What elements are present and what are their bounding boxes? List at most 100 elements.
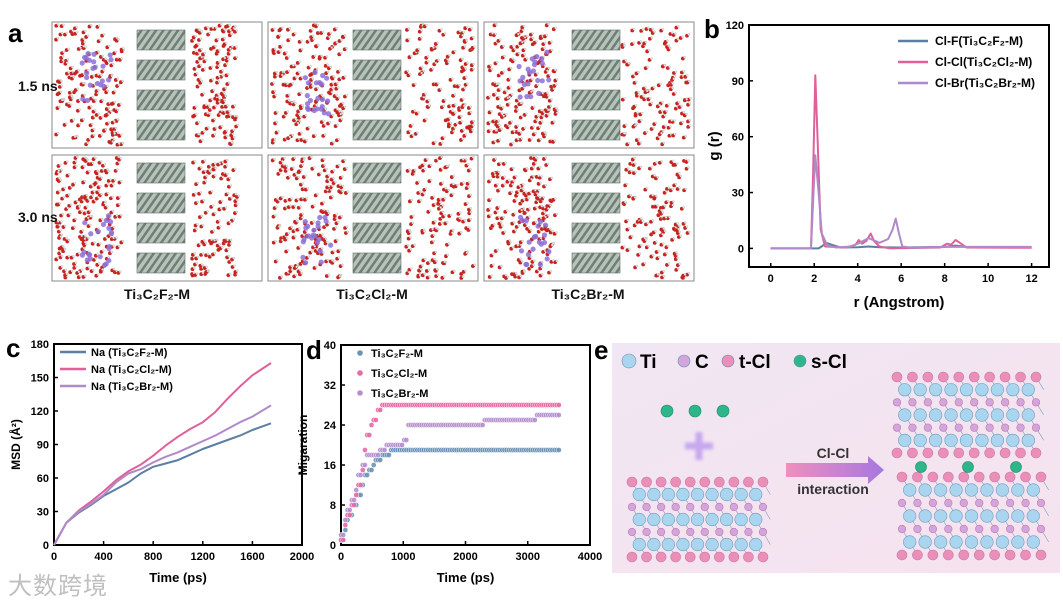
water-hydrogen [688, 230, 691, 234]
water-hydrogen [509, 66, 513, 70]
water-hydrogen [441, 204, 445, 207]
water-hydrogen [224, 94, 228, 98]
water-hydrogen [76, 200, 79, 203]
water-hydrogen [235, 29, 239, 32]
water-hydrogen [223, 92, 226, 95]
x-tick-label: 4 [855, 273, 862, 285]
water-hydrogen [286, 168, 289, 171]
water-hydrogen [215, 238, 219, 242]
water-hydrogen [97, 196, 100, 199]
ti-atom [913, 408, 927, 422]
sodium-ion [91, 59, 97, 65]
legend-marker [357, 390, 363, 396]
water-hydrogen [321, 30, 325, 34]
ti-atom [1011, 535, 1025, 549]
water-hydrogen [629, 194, 633, 197]
sodium-ion [534, 53, 540, 60]
water-hydrogen [206, 269, 210, 273]
water-hydrogen [517, 129, 520, 133]
water-hydrogen [530, 137, 533, 141]
water-hydrogen [323, 133, 327, 136]
water-hydrogen [453, 126, 457, 129]
water-hydrogen [346, 230, 349, 234]
water-hydrogen [489, 64, 493, 67]
water-hydrogen [338, 248, 342, 252]
water-hydrogen [225, 62, 229, 66]
water-hydrogen [497, 119, 500, 122]
sodium-ion [535, 223, 541, 229]
series-point-0 [556, 447, 562, 453]
water-hydrogen [345, 225, 349, 229]
water-hydrogen [104, 128, 108, 131]
water-hydrogen [538, 166, 542, 169]
water-hydrogen [273, 47, 277, 51]
series-point-1 [353, 492, 360, 498]
water-hydrogen [679, 234, 682, 238]
water-hydrogen [448, 117, 452, 120]
water-hydrogen [463, 45, 467, 48]
water-hydrogen [663, 114, 667, 117]
t-cl-atom [1020, 549, 1031, 561]
water-hydrogen [97, 112, 100, 115]
water-hydrogen [651, 219, 655, 222]
water-hydrogen [637, 90, 640, 94]
water-hydrogen [308, 126, 311, 129]
water-hydrogen [530, 90, 533, 93]
water-hydrogen [72, 76, 76, 79]
water-hydrogen [527, 197, 530, 200]
water-hydrogen [310, 155, 313, 159]
water-hydrogen [82, 198, 85, 202]
water-hydrogen [59, 229, 62, 232]
water-hydrogen [67, 173, 71, 176]
water-hydrogen [273, 137, 277, 141]
water-hydrogen [214, 26, 218, 29]
water-hydrogen [329, 65, 332, 69]
water-hydrogen [335, 41, 339, 44]
water-hydrogen [335, 93, 338, 97]
water-hydrogen [77, 270, 81, 274]
water-hydrogen [445, 220, 449, 224]
series-point-2 [346, 507, 353, 513]
water-hydrogen [670, 31, 674, 35]
water-hydrogen [214, 45, 217, 48]
ti-atom [980, 483, 994, 497]
water-hydrogen [539, 137, 542, 141]
sodium-ion [324, 98, 331, 104]
mxene-slab [352, 192, 402, 214]
water-hydrogen [286, 249, 290, 252]
water-hydrogen [535, 118, 539, 122]
water-hydrogen [466, 82, 469, 85]
water-hydrogen [61, 55, 65, 58]
water-hydrogen [529, 191, 533, 194]
water-hydrogen [115, 236, 118, 239]
water-hydrogen [82, 37, 86, 41]
water-hydrogen [320, 54, 323, 58]
water-hydrogen [288, 37, 292, 41]
water-hydrogen [543, 46, 546, 50]
water-hydrogen [119, 157, 123, 160]
water-hydrogen [425, 118, 428, 121]
water-hydrogen [449, 213, 453, 217]
sodium-ion [323, 218, 329, 224]
water-hydrogen [647, 244, 650, 248]
water-hydrogen [58, 176, 61, 180]
water-hydrogen [500, 127, 503, 131]
c-atom [1036, 498, 1046, 508]
ti-atom [990, 433, 1004, 447]
water-hydrogen [498, 138, 502, 141]
water-hydrogen [556, 108, 559, 112]
sodium-ion [315, 220, 321, 226]
water-hydrogen [217, 64, 221, 68]
water-hydrogen [643, 236, 647, 240]
water-hydrogen [235, 55, 239, 59]
water-hydrogen [224, 86, 228, 90]
snapshot-1-1 [267, 154, 479, 282]
x-tick-label: 12 [1025, 273, 1037, 285]
water-hydrogen [121, 79, 124, 83]
water-hydrogen [237, 194, 241, 198]
water-hydrogen [434, 61, 438, 65]
water-hydrogen [332, 250, 336, 253]
ti-atom [929, 433, 943, 447]
water-hydrogen [82, 45, 86, 48]
water-hydrogen [276, 197, 279, 201]
